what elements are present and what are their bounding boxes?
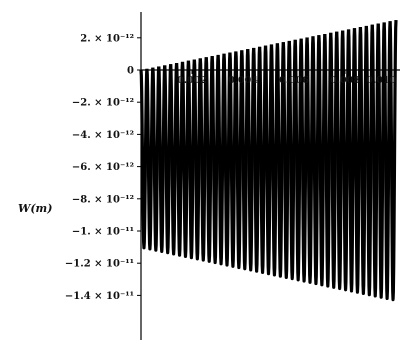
signal-cycle: [388, 20, 398, 302]
signal-cycle: [204, 55, 214, 263]
x-tick-label: 0.006: [279, 75, 309, 86]
signal-cycle: [341, 29, 351, 292]
signal-cycle: [275, 42, 285, 278]
signal-cycle: [293, 38, 303, 282]
y-tick-label: 2. × 10⁻¹²: [80, 33, 134, 44]
signal-cycle: [364, 24, 374, 297]
signal-cycle: [352, 26, 363, 294]
x-axis-ticks: 0.002 0.004 0.006 0.008 0.010: [177, 70, 397, 86]
signal-cycle: [234, 50, 244, 270]
signal-cycle: [358, 25, 368, 296]
signal-cycle: [210, 54, 220, 265]
signal-cycle: [263, 44, 274, 276]
signal-cycle: [246, 47, 256, 272]
signal-cycle: [323, 32, 333, 288]
signal-cycle: [382, 21, 392, 300]
signal-cycle: [252, 46, 262, 273]
signal-cycle: [216, 53, 226, 266]
signal-cycle: [151, 66, 161, 252]
x-tick-label: 0.002: [177, 75, 207, 86]
signal-cycle: [329, 31, 339, 289]
signal-cycle: [192, 58, 202, 261]
y-tick-label: −1.2 × 10⁻¹¹: [65, 259, 134, 270]
y-tick-label: −1.4 × 10⁻¹¹: [65, 291, 134, 302]
signal-cycle: [180, 60, 191, 258]
signal-cycle: [287, 39, 297, 281]
x-tick-label: 0.010: [366, 75, 396, 86]
y-axis-ticks: 2. × 10⁻¹² 0 −2. × 10⁻¹² −4. × 10⁻¹² −6. × 1…: [65, 33, 141, 302]
signal-cycle: [281, 40, 291, 279]
signal-series: [139, 20, 398, 302]
signal-cycle: [299, 37, 309, 283]
signal-cycle: [311, 35, 321, 286]
y-tick-label: −8. × 10⁻¹²: [72, 194, 134, 205]
signal-cycle: [157, 65, 167, 254]
signal-cycle: [376, 22, 386, 299]
y-axis-title: W(m): [18, 202, 52, 215]
signal-cycle: [370, 23, 380, 298]
signal-cycle: [346, 28, 357, 293]
x-tick-label: 0.008: [330, 75, 360, 86]
signal-cycle: [240, 49, 250, 271]
y-tick-label: −6. × 10⁻¹²: [72, 162, 134, 173]
signal-cycle: [174, 61, 185, 257]
y-tick-label: −2. × 10⁻¹²: [72, 98, 134, 109]
signal-cycle: [269, 43, 279, 277]
signal-cycle: [186, 59, 196, 260]
signal-cycle: [222, 52, 232, 267]
signal-cycle: [305, 36, 315, 284]
signal-cycle: [335, 30, 345, 291]
x-tick-label: 0.004: [228, 75, 258, 86]
signal-cycle: [258, 45, 268, 275]
signal-cycle: [163, 64, 173, 255]
y-tick-label: −1. × 10⁻¹¹: [72, 227, 134, 238]
signal-cycle: [198, 57, 208, 262]
y-tick-label: −4. × 10⁻¹²: [72, 130, 134, 141]
signal-cycle: [145, 67, 155, 251]
signal-cycle: [139, 68, 149, 250]
y-tick-label: 0: [127, 66, 134, 77]
signal-cycle: [317, 33, 327, 287]
signal-cycle: [228, 51, 238, 268]
signal-cycle: [169, 62, 179, 256]
